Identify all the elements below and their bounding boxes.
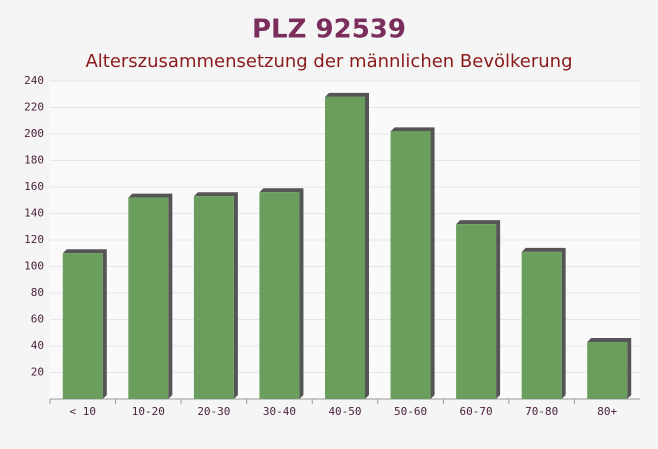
y-tick-label: 240: [24, 74, 44, 87]
y-tick-label: 160: [24, 180, 44, 193]
x-tick-label: 70-80: [525, 405, 558, 418]
y-tick-label: 100: [24, 260, 44, 273]
x-tick-label: 10-20: [132, 405, 165, 418]
y-tick-label: 40: [31, 339, 44, 352]
y-tick-label: 180: [24, 154, 44, 167]
x-tick-label: 30-40: [263, 405, 296, 418]
bar: [521, 251, 562, 399]
bar: [456, 224, 497, 399]
y-tick-label: 20: [31, 366, 44, 379]
bar: [259, 192, 300, 399]
x-tick-label: < 10: [70, 405, 97, 418]
y-tick-label: 220: [24, 101, 44, 114]
chart-subtitle: Alterszusammensetzung der männlichen Bev…: [85, 51, 572, 72]
bar: [128, 197, 169, 399]
chart-title: PLZ 92539: [252, 15, 406, 45]
bar: [62, 253, 103, 399]
x-tick-label: 50-60: [394, 405, 427, 418]
bar: [390, 131, 431, 399]
y-tick-label: 200: [24, 127, 44, 140]
x-tick-label: 40-50: [328, 405, 361, 418]
bar: [325, 96, 365, 400]
y-tick-label: 80: [31, 286, 44, 299]
y-tick-label: 140: [24, 207, 44, 220]
x-tick-label: 60-70: [460, 405, 493, 418]
y-tick-label: 120: [24, 233, 44, 246]
x-tick-label: 20-30: [197, 405, 230, 418]
y-tick-label: 60: [31, 313, 44, 326]
bar: [587, 342, 628, 399]
x-tick-label: 80+: [597, 405, 617, 418]
bar: [193, 196, 234, 399]
